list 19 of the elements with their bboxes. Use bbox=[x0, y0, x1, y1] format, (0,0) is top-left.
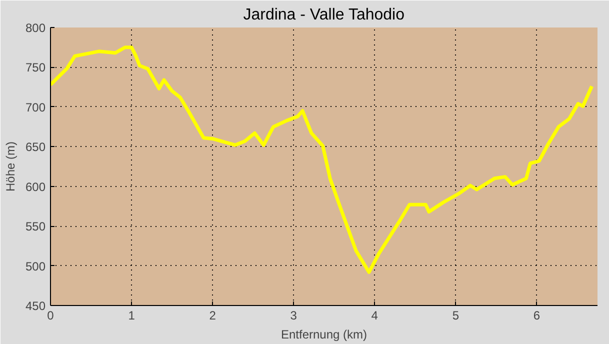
y-tick-label: 800 bbox=[25, 21, 46, 35]
y-tick-label: 700 bbox=[25, 100, 46, 114]
y-tick-label: 550 bbox=[25, 220, 46, 234]
y-tick-label: 500 bbox=[25, 259, 46, 274]
x-tick-label: 5 bbox=[452, 308, 460, 322]
x-tick-label: 3 bbox=[290, 308, 298, 322]
x-tick-label: 2 bbox=[209, 308, 216, 322]
x-tick-label: 0 bbox=[47, 308, 54, 322]
y-tick-label: 600 bbox=[25, 180, 46, 194]
y-axis-title: Höhe (m) bbox=[3, 141, 18, 192]
x-tick-label: 1 bbox=[128, 308, 136, 322]
y-tick-label: 450 bbox=[25, 299, 46, 313]
y-tick-label: 650 bbox=[25, 140, 46, 154]
chart-title: Jardina - Valle Tahodio bbox=[243, 6, 405, 24]
y-tick-label: 750 bbox=[25, 60, 46, 75]
x-tick-label: 6 bbox=[533, 308, 540, 322]
line-series bbox=[50, 46, 594, 274]
x-axis-title: Entfernung (km) bbox=[280, 328, 368, 342]
x-tick-label: 4 bbox=[371, 308, 378, 322]
